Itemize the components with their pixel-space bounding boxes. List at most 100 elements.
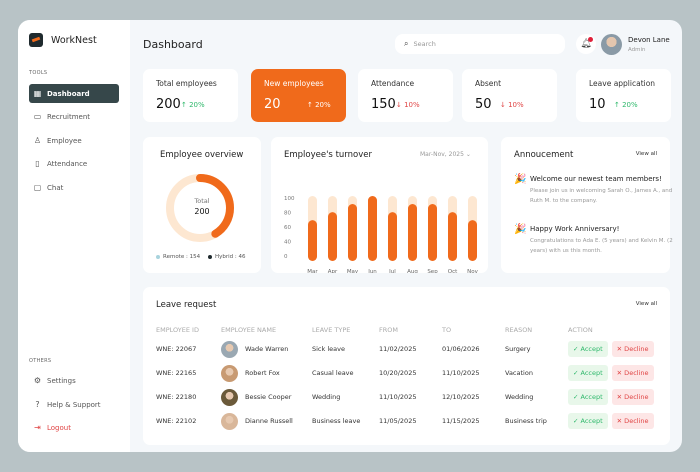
employee-name-cell: Bessie Cooper (221, 385, 312, 409)
accept-button[interactable]: ✓ Accept (568, 389, 608, 405)
stat-value: 200 (156, 97, 181, 112)
stat-card-0[interactable]: Total employees 200 ↑ 20% (143, 69, 238, 122)
sidebar-item-logout[interactable]: ⇥ Logout (29, 418, 119, 437)
table-row: WNE: 22067 Wade Warren Sick leave 11/02/… (156, 337, 668, 361)
grid-icon: ▦ (33, 89, 42, 98)
reason: Wedding (505, 393, 534, 401)
decline-button[interactable]: ✕ Decline (611, 413, 654, 429)
bar-oct[interactable] (448, 212, 457, 261)
avatar (221, 412, 238, 430)
bar-aug[interactable] (408, 204, 417, 261)
stat-card-2[interactable]: Attendance 150 ↓ 10% (358, 69, 453, 122)
employee-id: WNE: 22067 (156, 345, 197, 353)
x-tick-label: Aug (407, 269, 418, 273)
from-date: 11/02/2025 (379, 345, 417, 353)
x-tick-label: Mar (307, 269, 318, 273)
sidebar-item-employee[interactable]: ♙ Employee (29, 131, 119, 150)
legend-label: Hybrid : 46 (215, 254, 246, 260)
decline-button[interactable]: ✕ Decline (611, 389, 654, 405)
bar-may[interactable] (348, 204, 357, 261)
stat-value: 10 (589, 97, 606, 112)
logo[interactable]: WorkNest (29, 33, 97, 47)
others-label: OTHERS (29, 358, 52, 364)
party-icon: 🎉 (514, 224, 527, 235)
sidebar-item-settings[interactable]: ⚙ Settings (29, 371, 119, 390)
chevron-down-icon: ⌄ (465, 151, 471, 158)
employee-id: WNE: 22180 (156, 393, 197, 401)
x-tick-label: Jul (388, 269, 396, 273)
bell-icon: 🔔︎ (580, 39, 592, 49)
announcement-title: Welcome our newest team members! (530, 175, 662, 183)
x-tick-label: Jun (367, 269, 377, 273)
stat-card-4[interactable]: Leave application 10 ↑ 20% (576, 69, 671, 122)
view-all-link[interactable]: View all (635, 151, 657, 157)
stat-label: New employees (264, 79, 324, 88)
announcement-body: Please join us in welcoming Sarah O., Ja… (530, 188, 673, 204)
party-icon: 🎉 (514, 174, 527, 185)
stat-value: 20 (264, 97, 281, 112)
stat-label: Leave application (589, 79, 656, 88)
turnover-card: Employee's turnover Mar-Nov, 2025 ⌄ 100 8… (271, 137, 488, 273)
y-tick-label: 0 (284, 254, 288, 260)
reason: Surgery (505, 345, 531, 353)
stat-card-1[interactable]: New employees 20 ↑ 20% (251, 69, 346, 122)
bar-nov[interactable] (468, 220, 477, 261)
label: Help & Support (47, 400, 101, 409)
accept-button[interactable]: ✓ Accept (568, 365, 608, 381)
sidebar-item-help[interactable]: ? Help & Support (29, 395, 119, 414)
accept-button[interactable]: ✓ Accept (568, 413, 608, 429)
user-check-icon: ♙ (33, 136, 42, 145)
table-row: WNE: 22102 Dianne Russell Business leave… (156, 409, 668, 433)
employee-id: WNE: 22102 (156, 417, 197, 425)
notification-badge (588, 37, 593, 42)
search-input[interactable]: ⌕ Search (395, 34, 565, 54)
column-header: ACTION (568, 326, 593, 334)
y-tick-label: 80 (284, 211, 291, 217)
reason: Business trip (505, 417, 547, 425)
accept-button[interactable]: ✓ Accept (568, 341, 608, 357)
label: Dashboard (47, 89, 90, 98)
x-tick-label: Oct (448, 269, 458, 273)
sidebar-item-dashboard[interactable]: ▦ Dashboard (29, 84, 119, 103)
bar-sep[interactable] (428, 204, 437, 261)
employee-name-cell: Dianne Russell (221, 409, 312, 433)
chat-icon: ▢ (33, 183, 42, 192)
decline-button[interactable]: ✕ Decline (611, 341, 654, 357)
y-tick-label: 40 (284, 240, 291, 246)
column-header: FROM (379, 326, 398, 334)
sidebar-item-recruitment[interactable]: ▭ Recruitment (29, 107, 119, 126)
stat-value: 50 (475, 97, 492, 112)
tools-label: TOOLS (29, 70, 48, 76)
user-menu[interactable]: Devon Lane Admin (601, 34, 670, 55)
hybrid-dot (208, 255, 212, 259)
search-icon: ⌕ (404, 39, 409, 48)
from-date: 11/10/2025 (379, 393, 417, 401)
label: Chat (47, 183, 64, 192)
to-date: 01/06/2026 (442, 345, 480, 353)
employee-id: WNE: 22165 (156, 369, 197, 377)
bar-jun[interactable] (368, 196, 377, 261)
gear-icon: ⚙ (33, 376, 42, 385)
bar-jul[interactable] (388, 212, 397, 261)
bar-apr[interactable] (328, 212, 337, 261)
from-date: 11/05/2025 (379, 417, 417, 425)
legend-hybrid: Hybrid : 46 (208, 254, 246, 260)
stat-change: ↓ 10% (396, 101, 420, 109)
card-title: Leave request (156, 300, 217, 310)
stat-change: ↑ 20% (307, 101, 331, 109)
decline-button[interactable]: ✕ Decline (611, 365, 654, 381)
y-tick-label: 60 (284, 225, 291, 231)
stat-change: ↑ 20% (181, 101, 205, 109)
bar-mar[interactable] (308, 220, 317, 261)
leave-type: Casual leave (312, 369, 354, 377)
y-tick-label: 100 (284, 196, 295, 202)
sidebar-item-attendance[interactable]: ▯ Attendance (29, 154, 119, 173)
notification-button[interactable]: 🔔︎ (576, 34, 596, 54)
sidebar-item-chat[interactable]: ▢ Chat (29, 178, 119, 197)
employee-name-cell: Robert Fox (221, 361, 312, 385)
search-placeholder: Search (413, 40, 436, 48)
period-select[interactable]: Mar-Nov, 2025 ⌄ (420, 151, 471, 158)
stat-card-3[interactable]: Absent 50 ↓ 10% (462, 69, 557, 122)
x-tick-label: May (347, 269, 359, 273)
view-all-link[interactable]: View all (635, 301, 657, 307)
